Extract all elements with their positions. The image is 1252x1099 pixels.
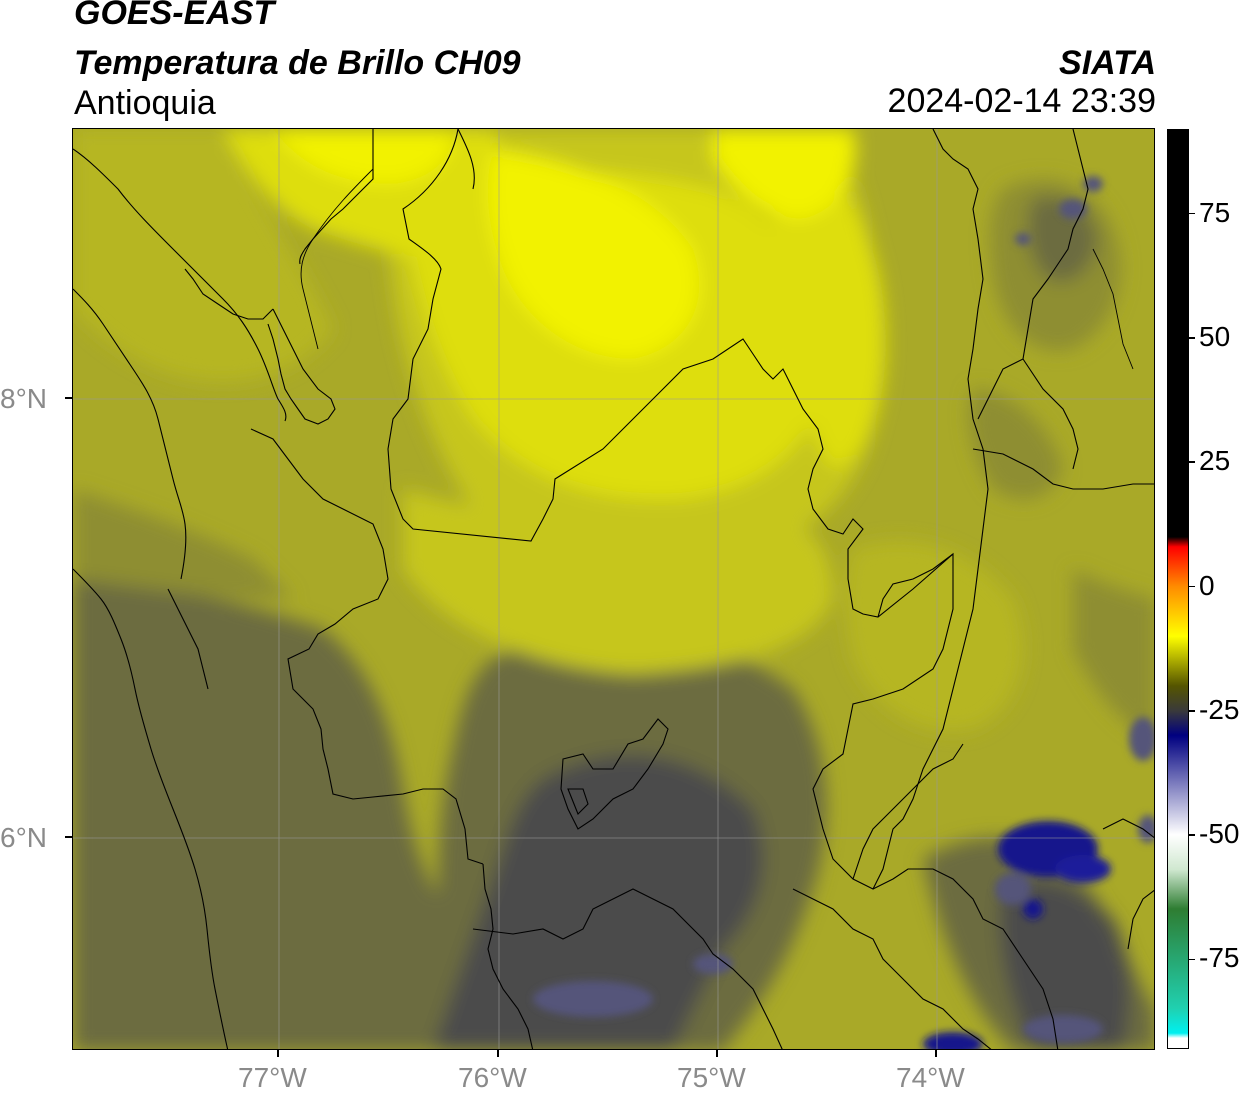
colorbar-label: -75 xyxy=(1199,942,1240,974)
colorbar-tick xyxy=(1189,585,1195,588)
colorbar-label: 75 xyxy=(1199,196,1231,228)
colorbar-tick xyxy=(1189,710,1195,712)
brightness-temperature-field xyxy=(73,129,1154,1049)
colorbar-label: 25 xyxy=(1199,445,1231,477)
colorbar-label: -25 xyxy=(1199,693,1240,725)
colorbar-tick xyxy=(1189,212,1195,215)
datetime-label: 2024-02-14 23:39 xyxy=(887,82,1156,120)
lon-tick-76 xyxy=(497,1050,499,1057)
product-title: Temperatura de Brillo CH09 xyxy=(74,44,521,82)
lon-label-75: 75°W xyxy=(677,1062,746,1093)
lon-tick-75 xyxy=(716,1050,718,1057)
colorbar-tick xyxy=(1189,834,1195,836)
map-gridlines xyxy=(73,129,1154,1049)
cold-cloud-cells xyxy=(533,176,1154,1049)
lon-tick-74 xyxy=(935,1050,937,1057)
region-label: Antioquia xyxy=(74,84,216,122)
political-boundaries xyxy=(73,129,1154,1049)
colorbar-tick xyxy=(1189,958,1195,961)
satellite-title: GOES-EAST xyxy=(74,0,275,32)
lon-label-74: 74°W xyxy=(896,1062,965,1093)
lon-label-76: 76°W xyxy=(458,1062,527,1093)
lat-label-8n: 8°N xyxy=(0,383,47,414)
colorbar-tick xyxy=(1189,337,1195,339)
satellite-map xyxy=(72,128,1155,1050)
lat-tick-8n xyxy=(65,397,72,399)
colorbar-label: 0 xyxy=(1199,569,1215,601)
colorbar-label: 50 xyxy=(1199,320,1231,352)
temperature-contours xyxy=(73,129,1154,1049)
lat-tick-6n xyxy=(65,836,72,838)
lon-label-77: 77°W xyxy=(238,1062,307,1093)
temperature-colorbar xyxy=(1167,129,1189,1049)
agency-label: SIATA xyxy=(1059,44,1156,82)
colorbar-tick xyxy=(1189,461,1195,463)
lat-label-6n: 6°N xyxy=(0,822,47,853)
colorbar-label: -50 xyxy=(1199,818,1240,850)
lon-tick-77 xyxy=(277,1050,279,1057)
river-lines xyxy=(300,168,1134,370)
